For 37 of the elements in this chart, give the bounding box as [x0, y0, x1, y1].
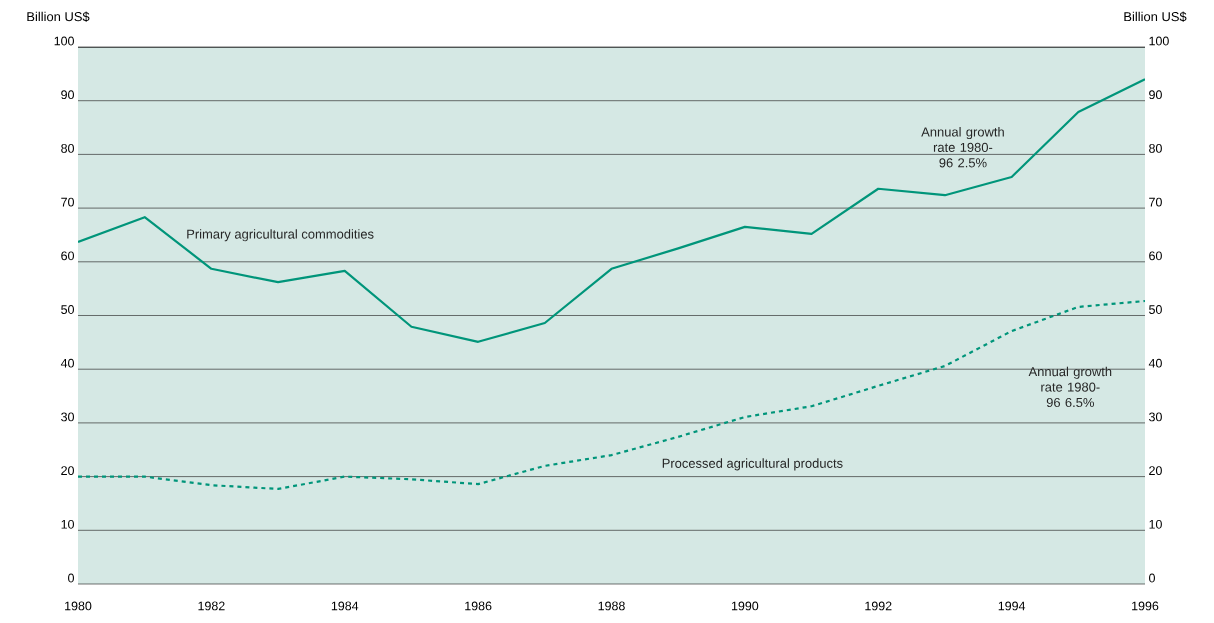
y-tick-label: 90 [61, 90, 74, 100]
y-tick-label: 0 [68, 573, 74, 583]
x-tick-label: 1986 [465, 601, 492, 611]
x-tick-label: 1992 [865, 601, 892, 611]
x-tick-label: 1980 [65, 601, 92, 611]
x-tick-label: 1982 [198, 601, 225, 611]
x-tick-label: 1988 [598, 601, 625, 611]
annotation: Annual growth rate 1980-96 6.5% [1028, 366, 1112, 408]
x-tick-label: 1990 [731, 601, 759, 611]
annotation: Annual growth rate 1980-96 2.5% [921, 127, 1004, 168]
y2-tick-label: 50 [1149, 305, 1162, 314]
x-tick-label: 1994 [998, 601, 1026, 611]
y2-tick-label: 0 [1149, 573, 1155, 583]
y2-tick-label: 70 [1149, 197, 1162, 207]
y2-tick-label: 10 [1149, 519, 1162, 529]
y2-tick-label: 80 [1149, 143, 1162, 153]
y-tick-label: 10 [61, 519, 74, 529]
y-tick-label: 40 [60, 358, 74, 368]
series-label: Processed agricultural products [662, 458, 843, 471]
y2-axis-title: Billion US$ [1124, 11, 1187, 22]
y-tick-label: 80 [61, 143, 74, 153]
y-axis-title: Billion US$ [27, 11, 90, 22]
y-tick-label: 60 [61, 251, 74, 261]
y-tick-label: 50 [61, 305, 74, 314]
y2-tick-label: 40 [1148, 358, 1162, 368]
y2-tick-label: 60 [1149, 251, 1162, 261]
y-tick-label: 30 [61, 412, 74, 422]
x-tick-label: 1996 [1132, 601, 1159, 611]
y-tick-label: 70 [61, 197, 74, 207]
y2-tick-label: 30 [1149, 412, 1162, 422]
y2-tick-label: 20 [1149, 466, 1162, 476]
y2-tick-label: 100 [1149, 36, 1169, 46]
y2-tick-label: 90 [1149, 90, 1162, 100]
x-tick-label: 1984 [331, 601, 359, 611]
y-tick-label: 100 [54, 36, 74, 46]
y-tick-label: 20 [61, 466, 74, 476]
series-label: Primary agricultural commodities [187, 229, 374, 242]
